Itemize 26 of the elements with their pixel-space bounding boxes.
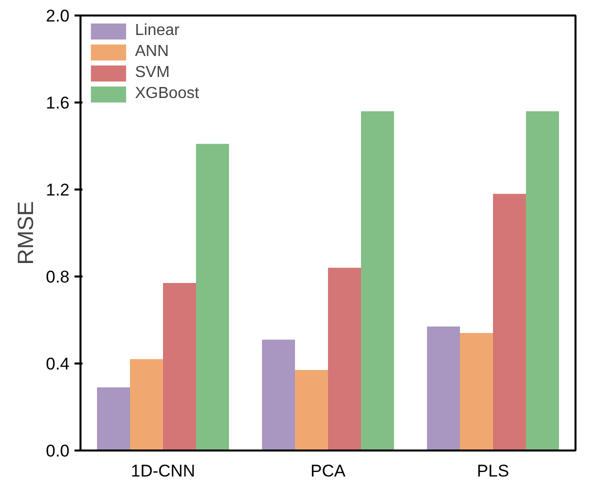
x-tick-label: PLS xyxy=(476,462,510,480)
legend-label: XGBoost xyxy=(135,85,200,103)
bar xyxy=(295,370,328,450)
legend-label: Linear xyxy=(135,22,180,40)
bar xyxy=(361,111,394,450)
bar xyxy=(526,111,559,450)
y-tick-label: 0.0 xyxy=(46,442,70,460)
bar xyxy=(493,194,526,450)
x-tick-label: PCA xyxy=(310,462,346,480)
bar xyxy=(328,268,361,450)
y-tick-label: 0.8 xyxy=(46,268,70,286)
y-tick-label: 1.6 xyxy=(46,94,70,112)
y-tick-label: 0.4 xyxy=(46,354,70,374)
bar xyxy=(262,340,295,450)
bar xyxy=(460,333,493,450)
y-tick-label: 2.0 xyxy=(46,6,70,26)
bar xyxy=(97,387,130,450)
bar xyxy=(427,326,460,450)
y-axis-title: RMSE xyxy=(12,201,38,265)
bar xyxy=(130,359,163,450)
legend-label: SVM xyxy=(135,64,170,82)
bar xyxy=(196,144,229,450)
x-tick-label: 1D-CNN xyxy=(130,462,196,480)
bar xyxy=(163,283,196,450)
y-tick-label: 1.2 xyxy=(46,180,70,200)
legend-label: ANN xyxy=(135,43,169,61)
